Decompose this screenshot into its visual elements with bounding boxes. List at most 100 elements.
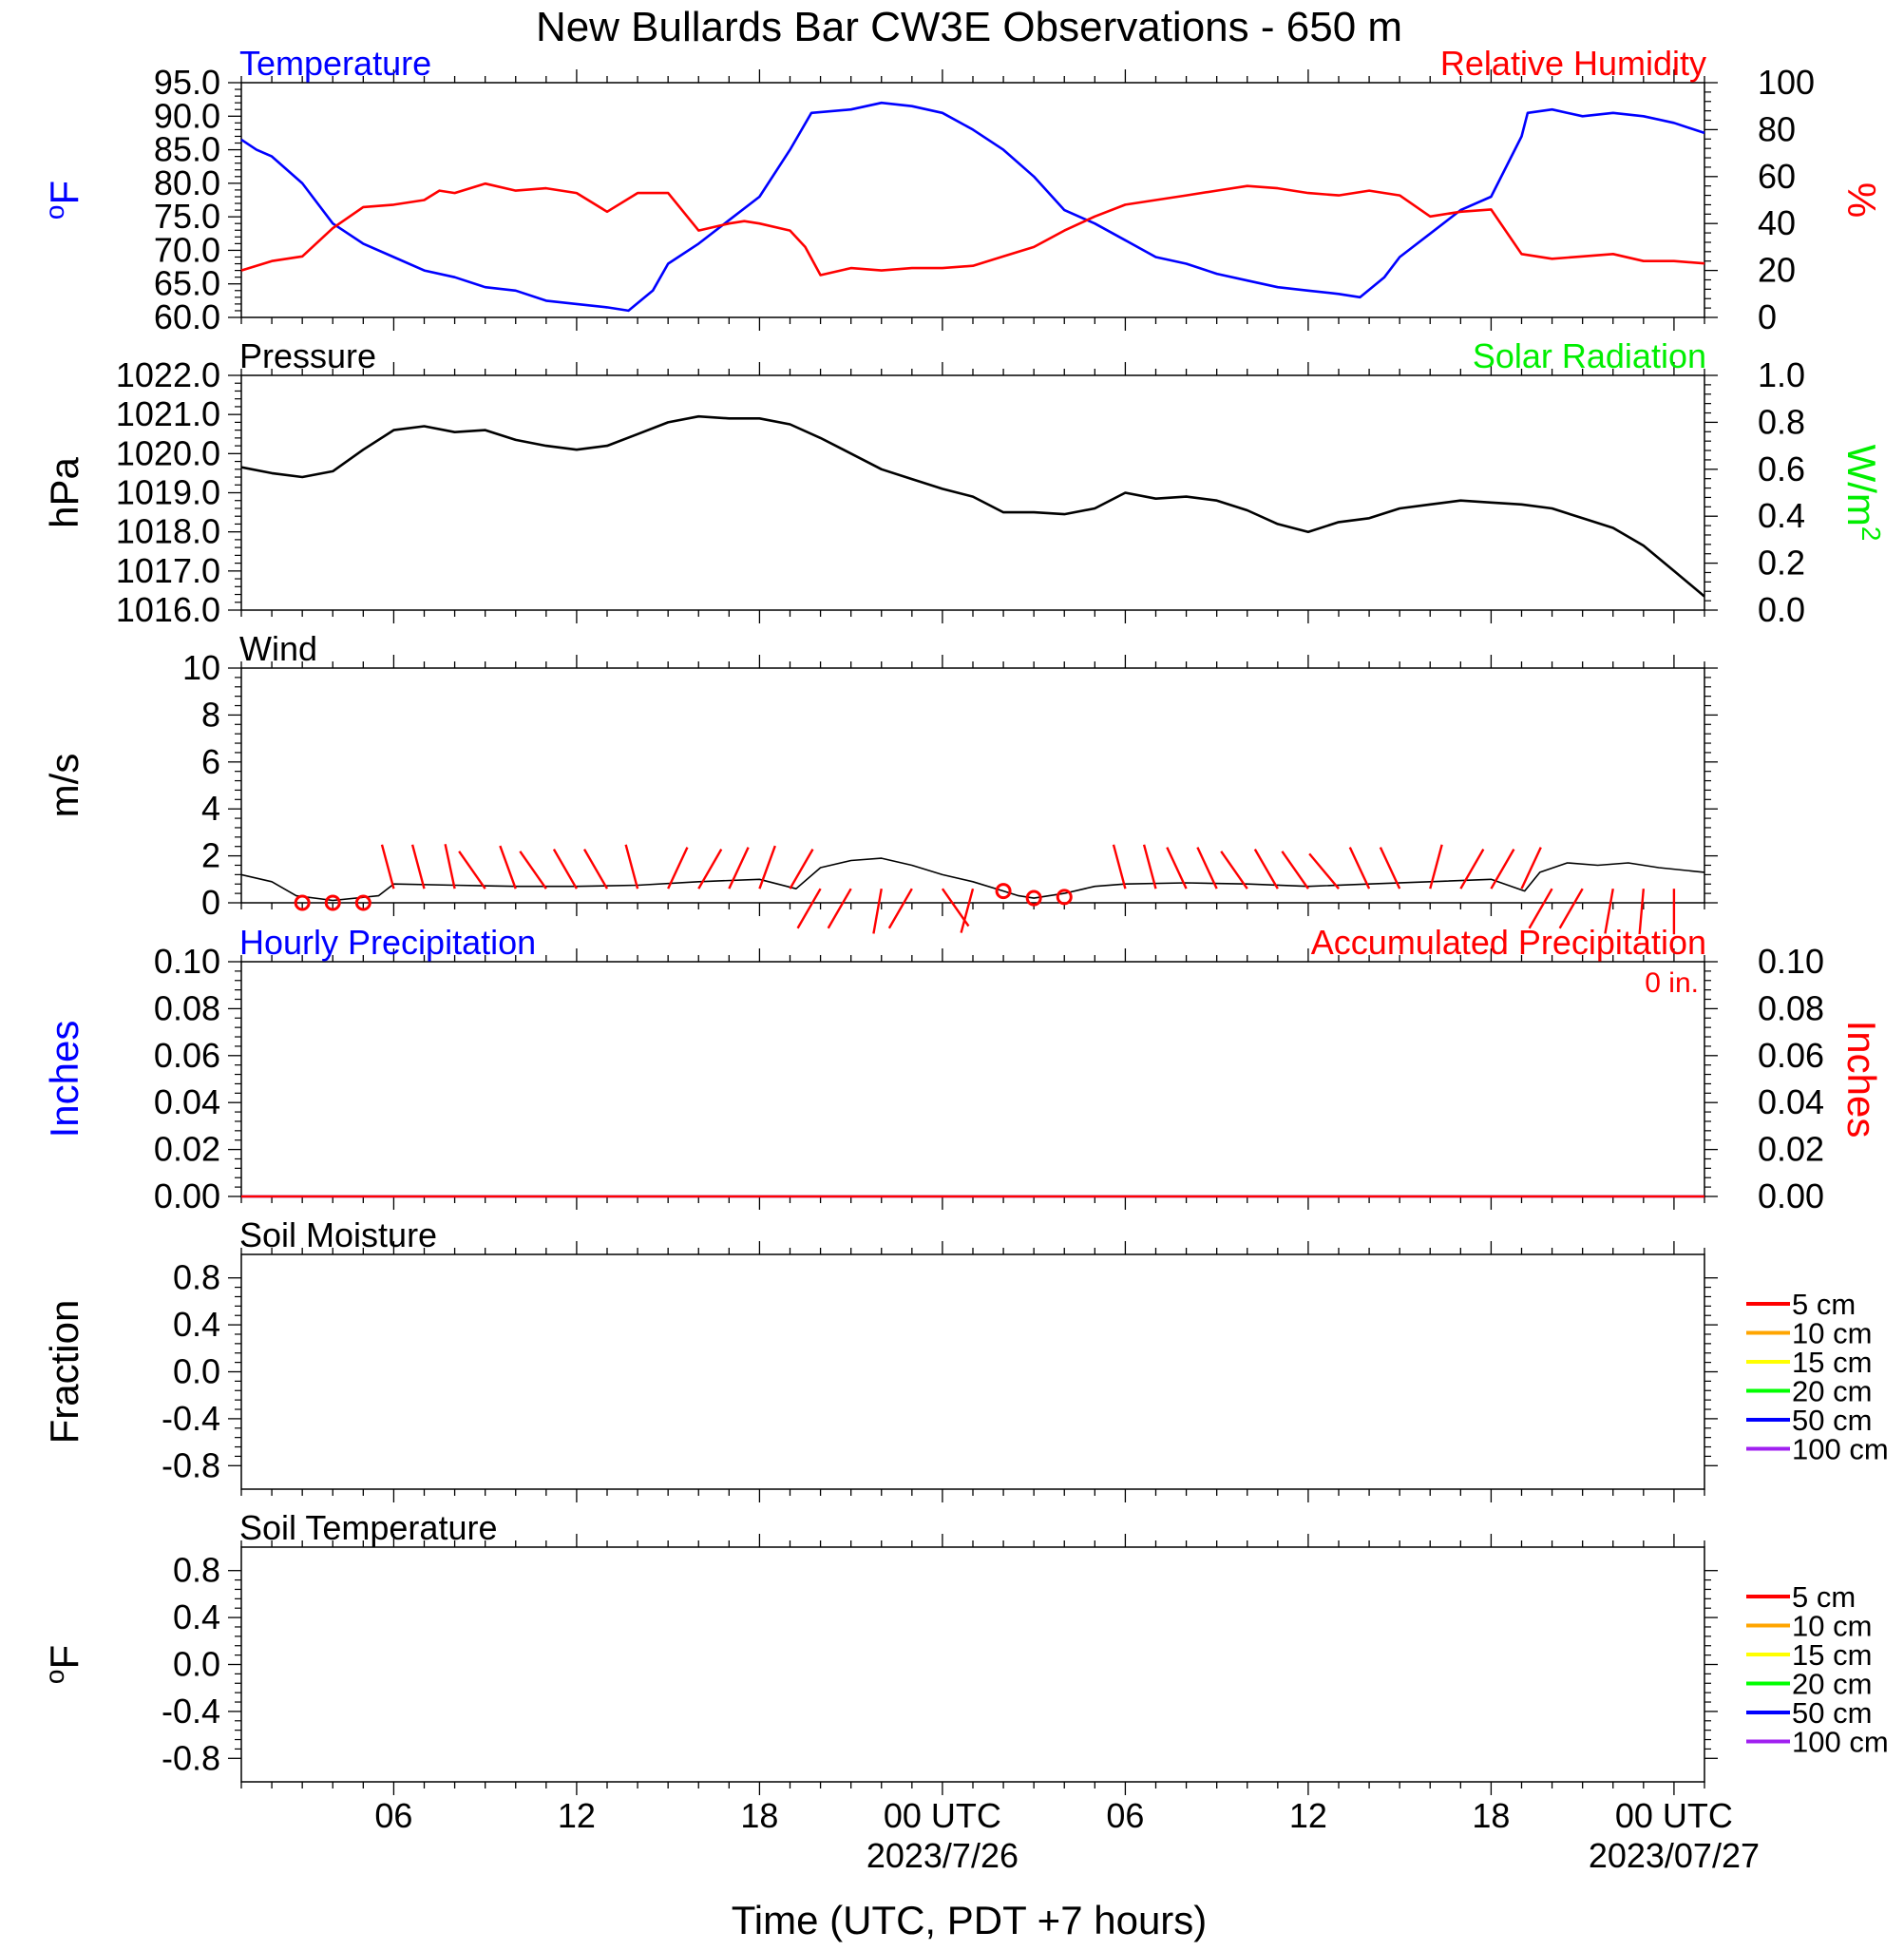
y-axis-label-right: %	[1839, 182, 1884, 218]
wind-barb	[1604, 888, 1614, 934]
y-tick-label-right: 0	[1758, 297, 1777, 336]
y-tick-label-left: -0.4	[162, 1692, 220, 1731]
plot-frame	[240, 1546, 1705, 1783]
y-axis-label-left: hPa	[42, 456, 86, 527]
wind-barb	[960, 888, 975, 933]
y-axis-label-left: oF	[40, 1645, 87, 1684]
panel-title-left: Temperature	[239, 44, 431, 83]
wind-barb	[552, 849, 578, 889]
y-axis-label-left: Inches	[42, 1021, 86, 1138]
wind-barb	[1379, 847, 1401, 889]
y-axis-label-right: W/m2	[1839, 445, 1887, 542]
y-tick-label-left: 1019.0	[116, 473, 220, 512]
legend-label: 15 cm	[1792, 1346, 1872, 1379]
series-relative-humidity	[240, 182, 1705, 277]
y-tick-label-right: 60	[1758, 157, 1796, 196]
y-tick-label-left: 0.06	[154, 1036, 220, 1075]
calm-marker	[324, 894, 341, 911]
x-tick-label: 12	[1289, 1796, 1327, 1835]
x-axis-title: Time (UTC, PDT +7 hours)	[732, 1898, 1208, 1942]
x-tick-label: 12	[558, 1796, 596, 1835]
y-tick-label-right: 0.06	[1758, 1036, 1824, 1075]
calm-marker	[1056, 889, 1073, 906]
x-tick-label: 00 UTC	[884, 1796, 1001, 1835]
y-tick-label-left: 0.0	[173, 1352, 220, 1391]
plot-frame	[240, 1253, 1705, 1490]
panel-title-left: Pressure	[239, 336, 376, 375]
wind-barb	[1528, 888, 1553, 929]
y-tick-label-right: 0.0	[1758, 590, 1805, 629]
wind-barb	[1429, 844, 1443, 889]
y-tick-label-right: 0.10	[1758, 942, 1824, 981]
wind-barb	[458, 851, 486, 889]
panel-title-right: Relative Humidity	[1440, 44, 1706, 83]
figure-title: New Bullards Bar CW3E Observations - 650…	[536, 4, 1402, 50]
y-tick-label-right: 0.00	[1758, 1176, 1824, 1215]
wind-barb	[380, 844, 395, 889]
y-tick-label-right: 100	[1758, 63, 1815, 102]
y-tick-label-left: 0.02	[154, 1130, 220, 1169]
wind-barb	[667, 847, 689, 889]
y-tick-label-left: 0.4	[173, 1305, 220, 1344]
y-tick-label-left: 0.8	[173, 1258, 220, 1297]
panel-title-left: Wind	[239, 629, 317, 668]
y-tick-label-left: 80.0	[154, 163, 220, 202]
wind-barb	[887, 888, 913, 929]
y-tick-label-left: 1018.0	[116, 512, 220, 551]
y-tick-label-left: 8	[201, 695, 220, 734]
panel-title-left: Hourly Precipitation	[239, 923, 536, 962]
y-tick-label-left: 2	[201, 836, 220, 875]
wind-barb	[1348, 847, 1371, 889]
y-tick-label-left: 0.4	[173, 1597, 220, 1636]
legend-label: 50 cm	[1792, 1404, 1872, 1437]
y-tick-label-left: 1021.0	[116, 394, 220, 433]
y-axis-label-left: oF	[40, 181, 87, 220]
calm-marker	[294, 894, 311, 911]
y-tick-label-left: 10	[182, 648, 220, 687]
wind-barb	[582, 849, 609, 889]
wind-barb	[758, 845, 776, 889]
legend-label: 15 cm	[1792, 1638, 1872, 1672]
y-tick-label-right: 0.8	[1758, 402, 1805, 441]
y-tick-label-left: 6	[201, 742, 220, 781]
wind-barb	[444, 843, 456, 889]
calm-marker	[354, 894, 371, 911]
x-tick-label: 18	[1472, 1796, 1510, 1835]
y-tick-label-right: 1.0	[1758, 355, 1805, 394]
wind-barb	[1196, 847, 1218, 889]
wind-barb	[499, 845, 517, 889]
y-tick-label-left: -0.8	[162, 1738, 220, 1777]
wind-barb	[1459, 849, 1485, 889]
y-tick-label-right: 40	[1758, 203, 1796, 242]
y-tick-label-right: 0.04	[1758, 1082, 1824, 1121]
y-axis-label-right: Inches	[1839, 1021, 1884, 1138]
wind-barb	[697, 849, 723, 889]
wind-barb	[872, 888, 883, 934]
y-tick-label-left: 75.0	[154, 197, 220, 236]
wind-barb	[1558, 888, 1584, 929]
y-axis-label-left: Fraction	[42, 1300, 86, 1444]
legend-label: 20 cm	[1792, 1375, 1872, 1408]
wind-barb	[1281, 851, 1309, 889]
y-tick-label-right: 20	[1758, 251, 1796, 290]
panel-title-left: Soil Moisture	[239, 1215, 437, 1254]
y-tick-label-right: 0.4	[1758, 496, 1805, 535]
plot-frame	[240, 667, 1705, 904]
y-tick-label-left: 60.0	[154, 297, 220, 336]
wind-barb	[624, 844, 639, 889]
y-tick-label-left: 70.0	[154, 230, 220, 269]
y-axis-label-left: m/s	[42, 754, 86, 818]
y-tick-label-right: 0.6	[1758, 449, 1805, 488]
legend-label: 5 cm	[1792, 1580, 1856, 1614]
y-tick-label-left: -0.8	[162, 1445, 220, 1484]
panel-wind: 0 2 4 6 8 10 Wind m/s	[42, 629, 1718, 935]
y-tick-label-left: 90.0	[154, 96, 220, 135]
legend-label: 10 cm	[1792, 1317, 1872, 1350]
y-tick-label-left: 0.8	[173, 1551, 220, 1590]
y-tick-label-left: 4	[201, 789, 220, 828]
wind-barb	[1112, 844, 1127, 889]
plot-frame	[240, 961, 1705, 1197]
legend-label: 50 cm	[1792, 1696, 1872, 1730]
calm-marker	[995, 883, 1012, 900]
